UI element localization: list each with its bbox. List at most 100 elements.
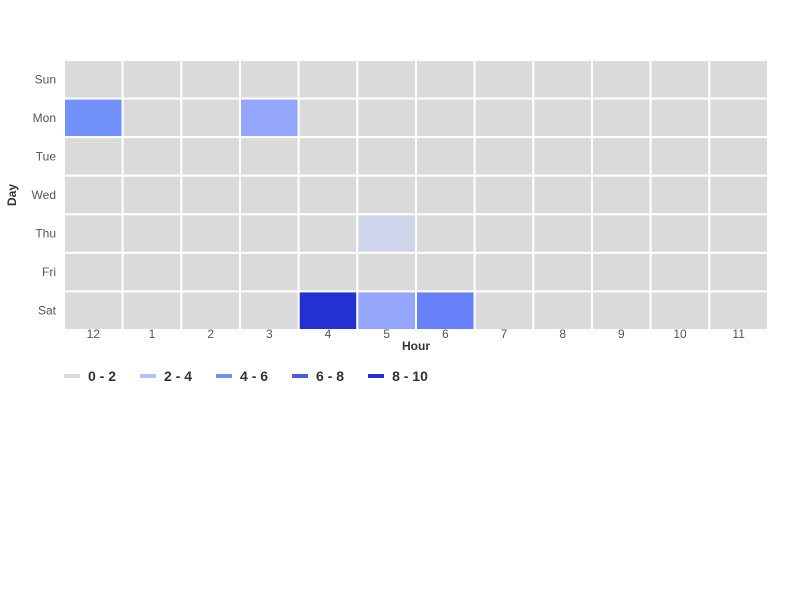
heatmap-cell-mon-6 — [415, 97, 476, 139]
legend-swatch — [140, 374, 157, 378]
heatmap-cell-sun-12 — [63, 59, 124, 100]
x-tick-label: 1 — [149, 327, 156, 341]
heatmap-cell-wed-11 — [708, 174, 769, 216]
heatmap-cell-tue-6 — [415, 136, 476, 177]
legend-label: 0 - 2 — [88, 368, 117, 384]
x-tick-label: 5 — [383, 327, 390, 341]
heatmap-cell-sat-6 — [415, 290, 476, 331]
y-tick-label: Fri — [42, 265, 56, 279]
y-axis-ticks: Sun Mon Tue Wed Thu Fri Sat — [32, 72, 57, 317]
x-tick-label: 8 — [559, 327, 566, 341]
legend-item: 2 - 4 — [140, 368, 192, 384]
x-tick-label: 11 — [732, 327, 745, 341]
x-tick-label: 3 — [266, 327, 273, 341]
x-axis-title: Hour — [402, 339, 430, 353]
heatmap-cell-thu-6 — [415, 213, 476, 254]
heatmap-cell-thu-4 — [297, 213, 359, 254]
heatmap-cell-sat-8 — [532, 290, 593, 331]
heatmap-cell-thu-3 — [239, 213, 300, 254]
heatmap-cell-sat-5 — [356, 290, 418, 331]
legend-item: 8 - 10 — [368, 368, 428, 384]
heatmap-cell-sun-2 — [180, 59, 241, 100]
heatmap-cell-fri-10 — [649, 251, 711, 293]
x-tick-label: 6 — [442, 327, 449, 341]
heatmap-cell-mon-4 — [297, 97, 359, 139]
y-tick-label: Sat — [38, 304, 57, 318]
legend-swatch — [368, 374, 385, 378]
heatmap-cell-fri-7 — [473, 251, 535, 293]
heatmap-cell-fri-9 — [591, 251, 652, 293]
heatmap-cell-sat-9 — [591, 290, 652, 331]
y-tick-label: Mon — [33, 111, 56, 125]
legend-swatch — [64, 374, 80, 378]
x-tick-label: 2 — [207, 327, 214, 341]
heatmap-cell-wed-10 — [649, 174, 711, 216]
heatmap-cell-mon-8 — [532, 97, 593, 139]
legend-item: 0 - 2 — [64, 368, 116, 384]
heatmap-cell-wed-7 — [473, 174, 535, 216]
heatmap-cell-tue-5 — [356, 136, 418, 177]
x-tick-label: 10 — [673, 327, 687, 341]
x-axis-ticks: 12 1 2 3 4 5 6 7 8 9 10 11 — [87, 327, 746, 341]
heatmap-cell-mon-3 — [239, 97, 300, 139]
heatmap-cell-sat-12 — [63, 290, 124, 331]
heatmap-cell-sat-4 — [297, 290, 359, 331]
heatmap-cell-sun-8 — [532, 59, 593, 100]
heatmap-cell-sun-4 — [297, 59, 359, 100]
heatmap-cell-wed-12 — [63, 174, 124, 216]
legend-label: 4 - 6 — [240, 368, 269, 384]
heatmap-cell-tue-4 — [297, 136, 359, 177]
x-tick-label: 7 — [501, 327, 508, 341]
legend-swatch — [292, 374, 309, 378]
heatmap-cell-mon-12 — [63, 97, 124, 139]
x-tick-label: 4 — [325, 327, 332, 341]
heatmap-cell-fri-1 — [121, 251, 183, 293]
heatmap-cell-tue-1 — [121, 136, 183, 177]
heatmap-cell-mon-11 — [708, 97, 769, 139]
y-tick-label: Wed — [32, 188, 56, 202]
cells-layer — [63, 59, 769, 331]
heatmap-cell-thu-11 — [708, 213, 769, 254]
heatmap-cell-fri-5 — [356, 251, 418, 293]
heatmap-cell-wed-1 — [121, 174, 183, 216]
heatmap-cell-fri-4 — [297, 251, 359, 293]
heatmap-cell-tue-11 — [708, 136, 769, 177]
heatmap-cell-thu-7 — [473, 213, 535, 254]
heatmap-cell-fri-3 — [239, 251, 300, 293]
heatmap-cell-tue-12 — [63, 136, 124, 177]
heatmap-cell-tue-10 — [649, 136, 711, 177]
heatmap-cell-mon-1 — [121, 97, 183, 139]
heatmap-cell-fri-11 — [708, 251, 769, 293]
heatmap-cell-sat-11 — [708, 290, 769, 331]
y-tick-label: Thu — [35, 227, 56, 241]
heatmap-cell-sat-2 — [180, 290, 241, 331]
heatmap-cell-sun-10 — [649, 59, 711, 100]
legend-label: 2 - 4 — [164, 368, 193, 384]
legend-swatch — [216, 374, 233, 378]
heatmap-cell-sun-5 — [356, 59, 418, 100]
y-axis-title: Day — [5, 184, 19, 206]
heatmap-cell-sat-1 — [121, 290, 183, 331]
legend: 0 - 2 2 - 4 4 - 6 6 - 8 8 - 10 — [64, 368, 452, 384]
heatmap-cell-mon-5 — [356, 97, 418, 139]
heatmap-cell-mon-2 — [180, 97, 241, 139]
heatmap-cell-sun-11 — [708, 59, 769, 100]
heatmap-cell-wed-4 — [297, 174, 359, 216]
heatmap-cell-wed-5 — [356, 174, 418, 216]
heatmap-cell-thu-12 — [63, 213, 124, 254]
heatmap-cell-wed-2 — [180, 174, 241, 216]
heatmap-cell-tue-2 — [180, 136, 241, 177]
heatmap-cell-fri-2 — [180, 251, 241, 293]
legend-item: 6 - 8 — [292, 368, 344, 384]
heatmap-cell-sat-10 — [649, 290, 711, 331]
heatmap-cell-wed-9 — [591, 174, 652, 216]
x-tick-label: 9 — [618, 327, 625, 341]
heatmap-cell-fri-8 — [532, 251, 593, 293]
heatmap-cell-wed-6 — [415, 174, 476, 216]
heatmap-cell-fri-6 — [415, 251, 476, 293]
heatmap-cell-sun-9 — [591, 59, 652, 100]
heatmap-cell-tue-9 — [591, 136, 652, 177]
heatmap-cell-mon-9 — [591, 97, 652, 139]
